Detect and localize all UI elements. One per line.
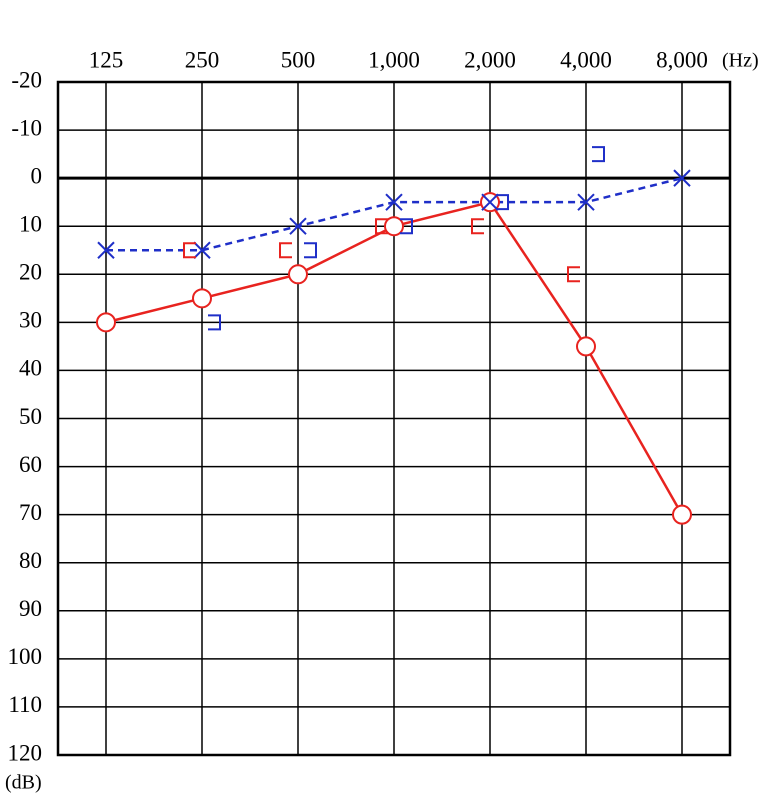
marker-left-bracket <box>375 218 388 235</box>
marker-x <box>289 217 307 235</box>
plot-border <box>56 80 732 757</box>
y-tick-label: 10 <box>19 211 42 236</box>
marker-circle <box>96 312 116 333</box>
marker-x <box>481 193 499 211</box>
marker-left-bracket <box>183 242 196 259</box>
y-tick-label: 0 <box>31 163 43 188</box>
x-tick-label: 125 <box>89 47 124 72</box>
y-tick-label: 120 <box>8 740 43 765</box>
x-tick-label: 500 <box>281 47 316 72</box>
y-tick-label: 50 <box>19 404 42 429</box>
y-tick-label: 60 <box>19 452 42 477</box>
x-tick-label: 2,000 <box>464 47 516 72</box>
x-tick-label: 4,000 <box>560 47 612 72</box>
y-tick-label: -20 <box>11 67 42 92</box>
y-tick-label: 70 <box>19 500 42 525</box>
marker-x <box>385 193 403 211</box>
y-tick-label: 40 <box>19 356 42 381</box>
x-unit: (Hz) <box>722 50 759 72</box>
marker-left-bracket <box>567 266 580 283</box>
marker-x <box>193 241 211 259</box>
y-tick-label: 100 <box>8 644 43 669</box>
marker-right-bracket <box>496 194 509 211</box>
marker-right-bracket <box>304 242 317 259</box>
marker-x <box>673 169 691 187</box>
x-tick-label: 250 <box>185 47 220 72</box>
marker-circle <box>384 216 404 237</box>
y-tick-label: 80 <box>19 548 42 573</box>
marker-circle <box>576 336 596 357</box>
y-unit: (dB) <box>5 772 42 794</box>
marker-left-bracket <box>279 242 292 259</box>
x-tick-label: 1,000 <box>368 47 420 72</box>
marker-circle <box>288 264 308 285</box>
marker-circle <box>192 288 212 309</box>
marker-right-bracket <box>400 218 413 235</box>
marker-x <box>577 193 595 211</box>
x-tick-label: 8,000 <box>656 47 708 72</box>
y-tick-label: 20 <box>19 260 42 285</box>
y-tick-label: 90 <box>19 596 42 621</box>
marker-left-bracket <box>471 218 484 235</box>
marker-circle <box>672 504 692 525</box>
marker-right-bracket <box>592 146 605 163</box>
y-tick-label: 110 <box>8 692 42 717</box>
y-tick-label: 30 <box>19 308 42 333</box>
y-tick-label: -10 <box>11 115 42 140</box>
marker-x <box>97 241 115 259</box>
marker-right-bracket <box>208 314 221 331</box>
